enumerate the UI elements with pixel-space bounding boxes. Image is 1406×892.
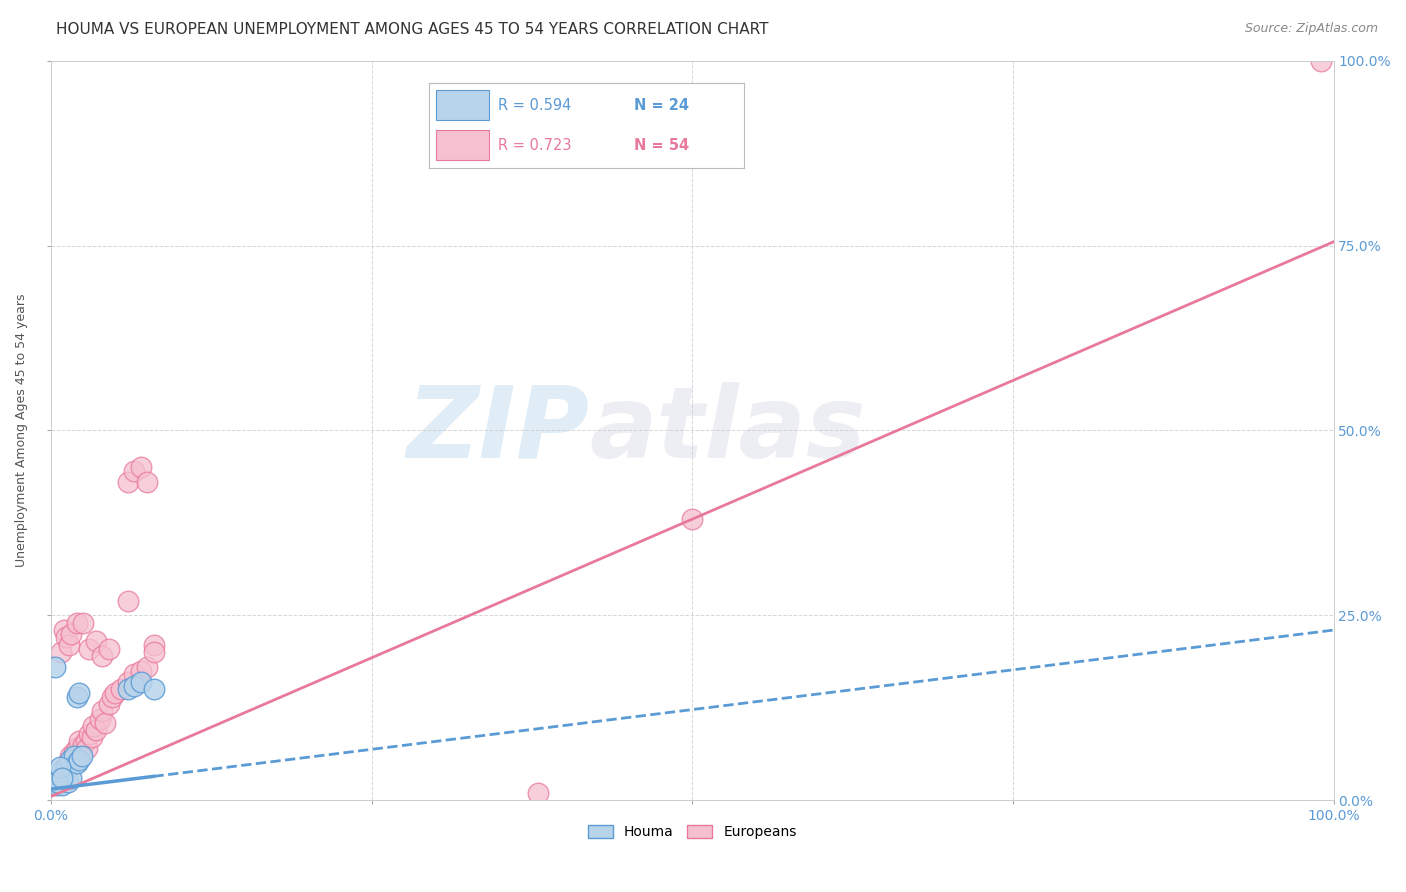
Point — [44, 774, 66, 789]
Point — [124, 679, 146, 693]
Point — [129, 664, 152, 678]
Point — [59, 748, 82, 763]
Point — [63, 748, 86, 763]
Point — [527, 786, 550, 800]
Point — [110, 682, 132, 697]
Point — [65, 741, 87, 756]
Point — [142, 682, 165, 697]
Point — [60, 771, 83, 785]
Point — [51, 771, 73, 785]
Point — [681, 512, 703, 526]
Point — [51, 778, 73, 792]
Point — [63, 745, 86, 759]
Point — [58, 638, 80, 652]
Point — [49, 774, 72, 789]
Point — [56, 756, 79, 771]
Point — [46, 774, 69, 789]
Point — [91, 648, 114, 663]
Point — [65, 615, 87, 630]
Point — [129, 460, 152, 475]
Point — [75, 734, 97, 748]
Point — [69, 748, 91, 763]
Point — [89, 712, 111, 726]
Point — [56, 774, 79, 789]
Point — [60, 752, 83, 766]
Point — [67, 686, 90, 700]
Text: atlas: atlas — [589, 382, 866, 479]
Point — [55, 760, 77, 774]
Point — [44, 660, 66, 674]
Point — [65, 690, 87, 704]
Point — [76, 741, 98, 756]
Point — [124, 464, 146, 478]
Point — [79, 641, 101, 656]
Text: Source: ZipAtlas.com: Source: ZipAtlas.com — [1244, 22, 1378, 36]
Point — [129, 674, 152, 689]
Point — [101, 690, 124, 704]
Point — [59, 752, 82, 766]
Point — [117, 593, 139, 607]
Point — [1309, 54, 1331, 68]
Text: ZIP: ZIP — [406, 382, 589, 479]
Point — [67, 734, 90, 748]
Legend: Houma, Europeans: Houma, Europeans — [582, 820, 803, 845]
Point — [49, 760, 72, 774]
Point — [44, 774, 66, 789]
Point — [117, 682, 139, 697]
Point — [45, 771, 67, 785]
Point — [49, 771, 72, 785]
Point — [48, 767, 70, 781]
Point — [84, 634, 107, 648]
Point — [104, 686, 127, 700]
Point — [136, 660, 159, 674]
Point — [79, 726, 101, 740]
Point — [72, 738, 94, 752]
Point — [55, 631, 77, 645]
Point — [82, 719, 104, 733]
Point — [46, 778, 69, 792]
Point — [52, 767, 75, 781]
Point — [84, 723, 107, 737]
Point — [51, 764, 73, 778]
Point — [117, 674, 139, 689]
Y-axis label: Unemployment Among Ages 45 to 54 years: Unemployment Among Ages 45 to 54 years — [15, 293, 28, 567]
Point — [42, 778, 65, 792]
Point — [67, 752, 90, 766]
Point — [70, 748, 93, 763]
Point — [117, 475, 139, 490]
Point — [124, 667, 146, 681]
Point — [91, 705, 114, 719]
Point — [80, 731, 103, 745]
Text: HOUMA VS EUROPEAN UNEMPLOYMENT AMONG AGES 45 TO 54 YEARS CORRELATION CHART: HOUMA VS EUROPEAN UNEMPLOYMENT AMONG AGE… — [56, 22, 769, 37]
Point — [65, 756, 87, 771]
Point — [136, 475, 159, 490]
Point — [142, 645, 165, 659]
Point — [51, 764, 73, 778]
Point — [52, 771, 75, 785]
Point — [142, 638, 165, 652]
Point — [94, 715, 117, 730]
Point — [53, 760, 76, 774]
Point — [97, 641, 120, 656]
Point — [60, 627, 83, 641]
Point — [51, 645, 73, 659]
Point — [72, 615, 94, 630]
Point — [52, 623, 75, 637]
Point — [97, 697, 120, 711]
